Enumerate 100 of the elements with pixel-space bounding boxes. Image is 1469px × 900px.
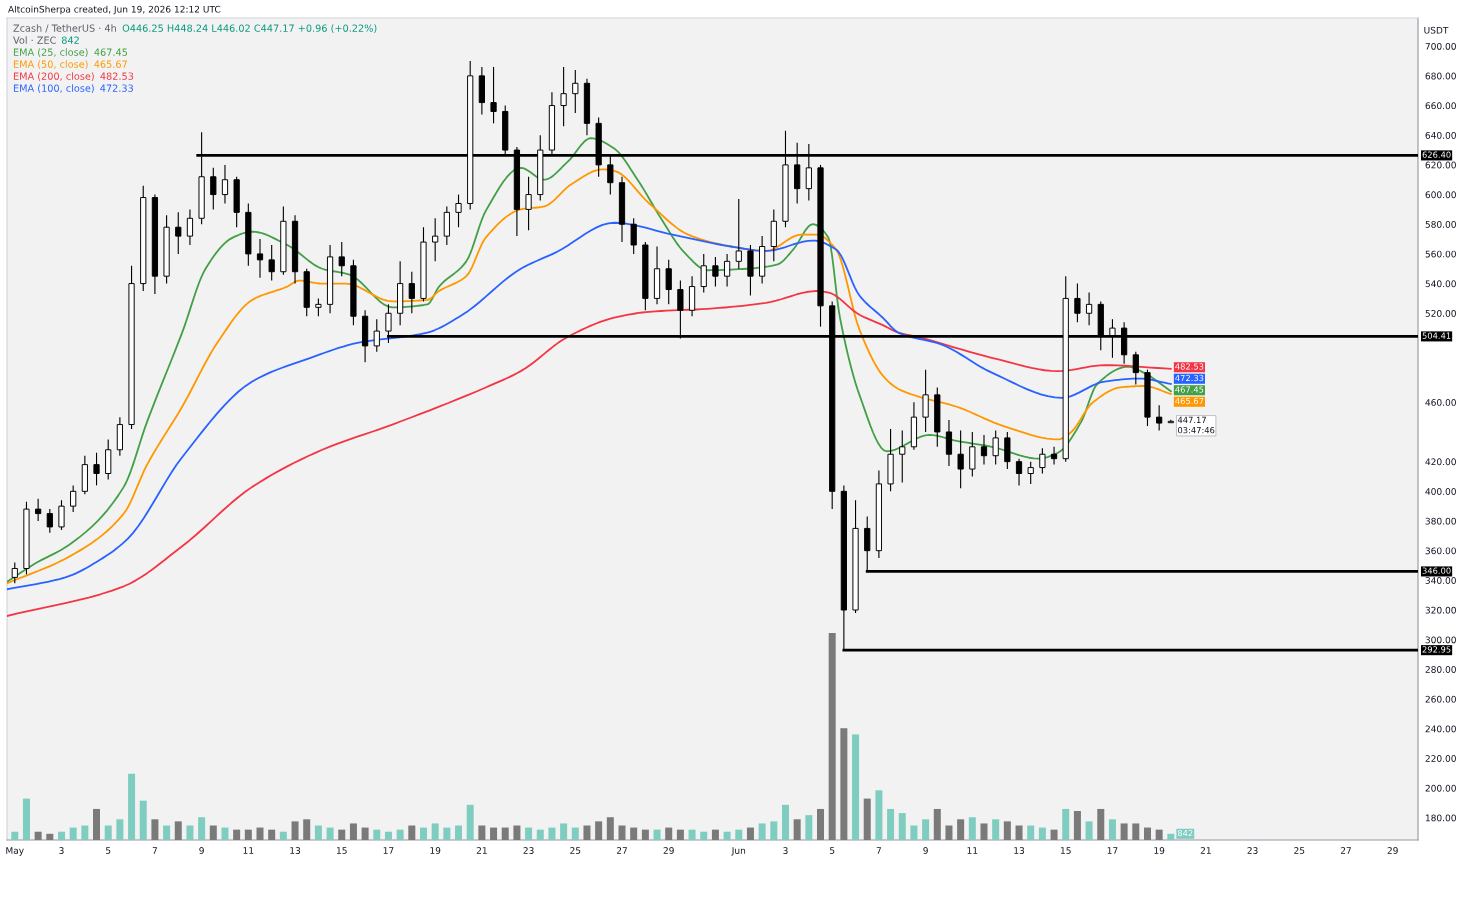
candlestick [256, 238, 264, 279]
bar [478, 825, 486, 840]
x-tick-label: 21 [476, 847, 487, 854]
bar [536, 829, 544, 840]
y-tick-label: 580.00 [1425, 220, 1456, 228]
bar [314, 825, 322, 840]
bar [630, 827, 638, 840]
bar [279, 831, 287, 840]
bar [525, 827, 533, 840]
y-tick-label: 360.00 [1425, 547, 1456, 555]
bar [898, 813, 906, 840]
bar [34, 831, 42, 840]
data-label: 472.33 [1175, 374, 1204, 382]
bar [116, 819, 124, 840]
x-tick-label: 29 [663, 847, 674, 854]
x-tick-label: 5 [830, 847, 835, 854]
y-tick-label: 420.00 [1425, 458, 1456, 466]
bar [571, 827, 579, 840]
bar [326, 827, 334, 840]
candlestick [1085, 291, 1093, 326]
y-tick-label: 200.00 [1425, 784, 1456, 792]
y-tick-label: 380.00 [1425, 517, 1456, 525]
candlestick [980, 434, 988, 466]
x-tick-label: 15 [1060, 847, 1071, 854]
bar [1062, 808, 1070, 840]
bar [128, 773, 136, 840]
candlestick [525, 176, 532, 231]
data-label: 346.00 [1422, 567, 1451, 574]
bar [256, 827, 264, 840]
bar [396, 829, 404, 840]
bar [723, 831, 731, 840]
bar [104, 825, 112, 840]
candlestick [93, 452, 100, 486]
bar [700, 831, 708, 840]
bar [1038, 827, 1046, 840]
candlestick [712, 256, 719, 288]
bar [46, 833, 54, 840]
y-tick-label: 560.00 [1425, 250, 1456, 258]
bar [1050, 829, 1058, 840]
bar [443, 827, 451, 840]
x-tick-label: 3 [59, 847, 64, 854]
y-tick-label: 540.00 [1425, 280, 1456, 288]
bar [455, 825, 463, 840]
candlestick [688, 275, 696, 317]
x-tick-label: 27 [1340, 847, 1351, 854]
bar [1132, 823, 1140, 840]
candlestick [1015, 458, 1023, 486]
bar [968, 817, 976, 840]
bar [244, 829, 252, 840]
bar [735, 829, 743, 840]
candlestick [455, 194, 462, 228]
candlestick [443, 205, 450, 246]
candlestick [1074, 283, 1081, 323]
bar [431, 823, 439, 840]
x-tick-label: 15 [337, 847, 347, 854]
bar [303, 819, 311, 840]
bar [466, 804, 474, 840]
bar [665, 827, 673, 840]
x-tick-label: 3 [783, 847, 788, 854]
y-tick-label: 240.00 [1425, 725, 1456, 733]
candlestick [432, 217, 439, 262]
x-tick-label: 27 [616, 847, 627, 854]
bar [419, 827, 427, 840]
y-tick-label: 460.00 [1425, 399, 1456, 406]
y-tick-label: 340.00 [1425, 577, 1456, 584]
bar [1143, 827, 1151, 840]
y-tick-label: 220.00 [1425, 755, 1456, 762]
bar [980, 823, 988, 840]
data-label: 626.40 [1422, 151, 1451, 158]
bar [81, 825, 89, 840]
text: O446.25 H448.24 L446.02 C447.17 +0.96 (+0.22%) [122, 24, 377, 33]
y-tick-label: 640.00 [1425, 131, 1456, 139]
x-tick-label: 11 [243, 847, 254, 854]
y-tick-label: 300.00 [1425, 636, 1456, 644]
candlestick [490, 66, 497, 124]
candlestick [1004, 431, 1011, 470]
x-tick-label: 9 [199, 847, 204, 854]
x-tick-label: 9 [923, 847, 928, 854]
text: EMA (25, close) [13, 48, 88, 57]
candlestick [1027, 461, 1034, 485]
candlestick [268, 244, 275, 282]
candlestick [735, 198, 742, 270]
bar [268, 829, 276, 840]
y-tick-label: 620.00 [1425, 161, 1456, 169]
bar [793, 819, 801, 840]
bar [933, 808, 941, 840]
candlestick [922, 369, 929, 433]
x-tick-label: 11 [967, 847, 978, 854]
bar [1085, 821, 1093, 840]
bar [501, 827, 509, 840]
bar [1027, 825, 1035, 840]
bar [69, 827, 77, 840]
bar [618, 825, 626, 840]
bar [548, 827, 556, 840]
y-tick-label: 600.00 [1425, 191, 1456, 199]
candlestick [945, 419, 953, 467]
x-tick-label: 7 [152, 847, 158, 854]
text: 842 [1177, 829, 1193, 837]
bar [957, 819, 965, 840]
candlestick [338, 241, 345, 277]
